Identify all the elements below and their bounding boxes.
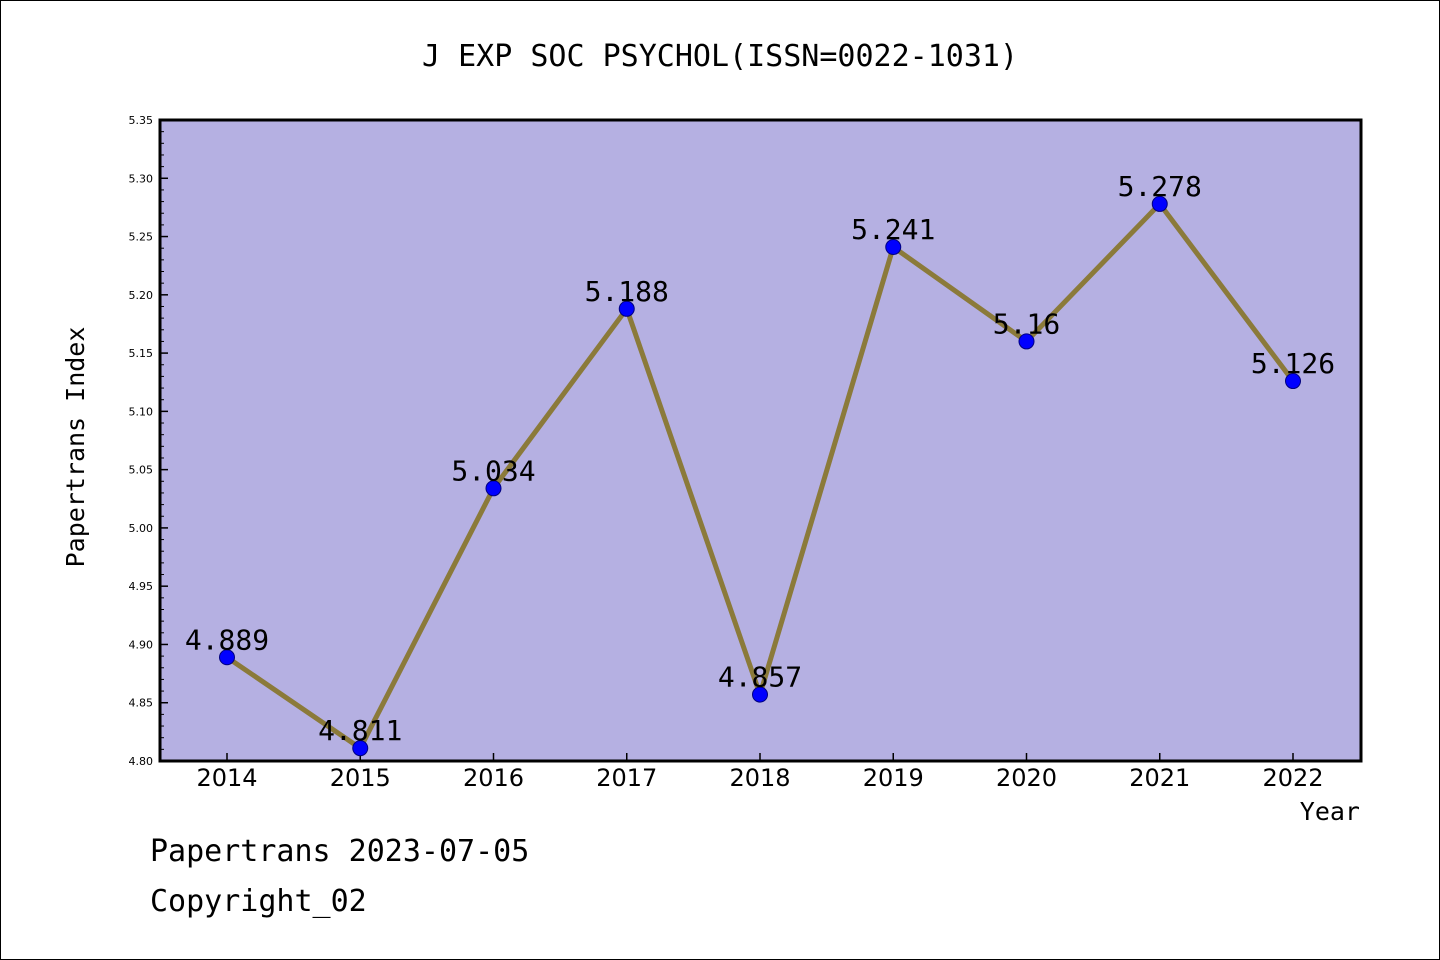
data-point	[1018, 333, 1035, 350]
x-tick-label: 2021	[1129, 764, 1190, 792]
chart-title: J EXP SOC PSYCHOL(ISSN=0022-1031)	[422, 39, 1018, 74]
data-points	[219, 195, 1301, 757]
x-axis: 2014 2015 2016 2017 2018 2019 2020 2021 2022	[196, 753, 1324, 792]
y-tick-label: 5.35	[129, 114, 154, 127]
data-point	[885, 239, 902, 256]
data-point	[485, 480, 502, 497]
y-tick-label: 5.00	[129, 522, 154, 535]
x-tick-label: 2022	[1262, 764, 1323, 792]
data-label: 5.16	[993, 307, 1060, 340]
data-label: 5.278	[1118, 170, 1202, 203]
y-tick-label: 4.85	[129, 697, 154, 710]
x-tick-label: 2020	[996, 764, 1057, 792]
footer-date: Papertrans 2023-07-05	[150, 834, 530, 869]
y-tick-label: 5.30	[129, 172, 154, 185]
data-label: 4.889	[185, 623, 269, 656]
data-labels: 4.889 4.811 5.034 5.188 4.857 5.241 5.16 5.278 5…	[185, 170, 1335, 747]
y-axis: 4.80 4.85 4.90 4.95 5.00 5.05 5.10 5.15 5.20 5.25…	[129, 114, 168, 768]
y-tick-label: 5.05	[129, 464, 154, 477]
data-point	[352, 740, 369, 757]
data-label: 4.857	[718, 661, 802, 694]
data-label: 5.126	[1251, 347, 1335, 380]
plot-area	[158, 118, 1363, 763]
x-tick-label: 2016	[463, 764, 524, 792]
data-point	[618, 300, 635, 317]
data-label: 5.241	[851, 213, 935, 246]
x-tick-label: 2015	[330, 764, 391, 792]
x-tick-label: 2018	[729, 764, 790, 792]
x-tick-label: 2019	[863, 764, 924, 792]
y-tick-label: 4.90	[129, 638, 154, 651]
y-axis-label: Papertrans Index	[61, 327, 90, 568]
y-tick-label: 5.10	[129, 405, 154, 418]
data-point	[219, 649, 235, 666]
y-tick-label: 5.25	[129, 231, 154, 244]
y-tick-label: 5.15	[129, 347, 154, 360]
data-point	[1285, 373, 1301, 390]
data-point	[752, 686, 768, 703]
data-label: 5.188	[585, 275, 669, 308]
data-label: 5.034	[451, 454, 535, 487]
x-tick-label: 2017	[596, 764, 657, 792]
x-tick-label: 2014	[196, 764, 257, 792]
data-point	[1151, 195, 1168, 212]
data-label: 4.811	[318, 714, 402, 747]
y-tick-label: 4.95	[129, 580, 154, 593]
footer-copyright: Copyright_02	[150, 884, 367, 919]
y-tick-label: 4.80	[129, 755, 154, 768]
y-tick-label: 5.20	[129, 289, 154, 302]
x-axis-label: Year	[1300, 797, 1360, 826]
